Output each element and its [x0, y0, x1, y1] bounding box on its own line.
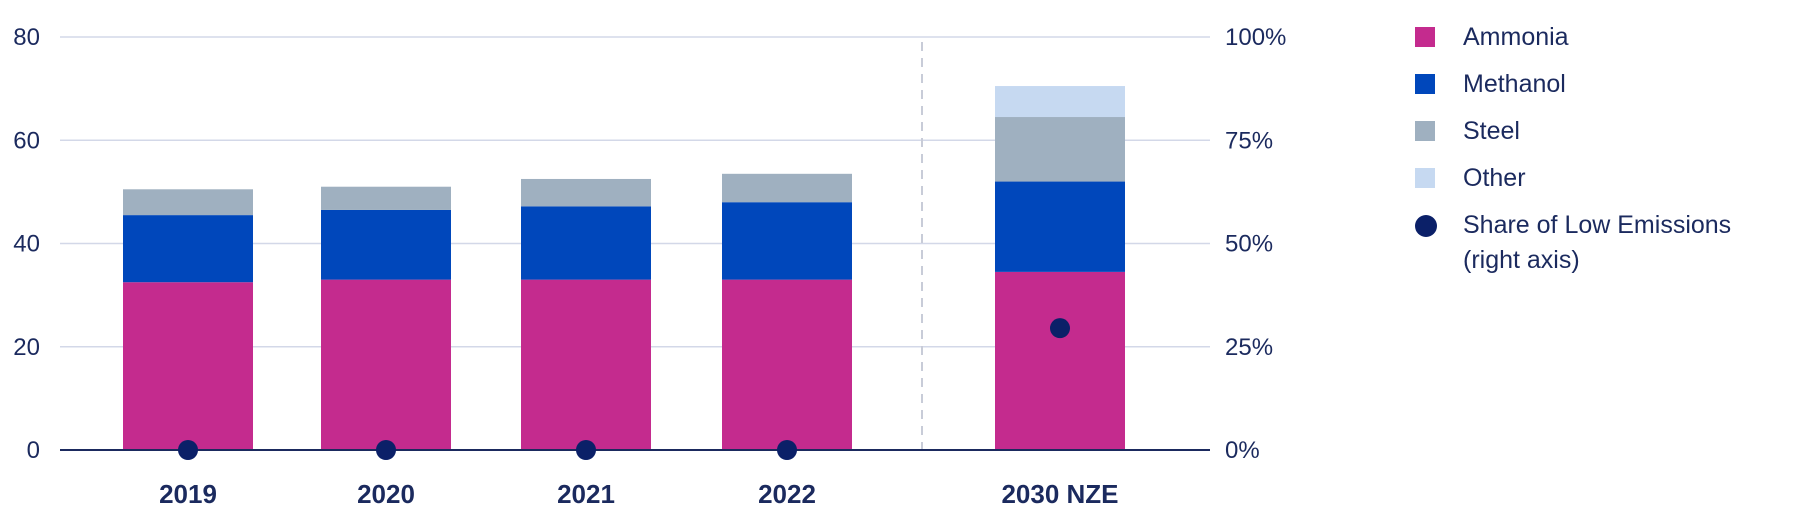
share-point [178, 440, 198, 460]
legend-swatch-steel [1415, 121, 1435, 141]
share-point [1050, 318, 1070, 339]
right-tick-label: 75% [1225, 127, 1273, 154]
category-labels: 2019 2020 2021 2022 2030 NZE [159, 479, 1118, 509]
left-tick-label: 80 [13, 24, 40, 51]
legend-item-share-low-emissions[interactable]: Share of Low Emissions (right axis) [1415, 208, 1795, 278]
bar-segment-ammonia [521, 279, 651, 450]
legend-swatch-share-low-emissions [1415, 215, 1437, 237]
right-tick-label: 100% [1225, 24, 1286, 51]
legend-item-steel[interactable]: Steel [1415, 114, 1795, 149]
bar-segment-methanol [321, 209, 451, 280]
bar-segment-other [995, 86, 1125, 118]
share-point [576, 440, 596, 460]
bar-segment-ammonia [722, 279, 852, 450]
legend: Ammonia Methanol Steel Other Share of Lo… [1415, 20, 1795, 290]
left-tick-label: 60 [13, 127, 40, 154]
category-label: 2022 [758, 479, 816, 509]
legend-item-ammonia[interactable]: Ammonia [1415, 20, 1795, 55]
bar-segment-steel [123, 189, 253, 216]
bar-segment-ammonia [123, 282, 253, 450]
bar-segment-ammonia [995, 271, 1125, 450]
right-tick-label: 50% [1225, 231, 1273, 258]
bar-segment-methanol [722, 202, 852, 280]
bar-segment-steel [521, 178, 651, 207]
legend-swatch-methanol [1415, 74, 1435, 94]
legend-item-other[interactable]: Other [1415, 161, 1795, 196]
bar-segment-steel [995, 117, 1125, 182]
bar-segment-steel [722, 173, 852, 203]
bar-segment-methanol [521, 206, 651, 280]
category-label: 2021 [557, 479, 615, 509]
left-tick-label: 20 [13, 334, 40, 361]
left-axis-ticks: 0 20 40 60 80 [13, 24, 40, 464]
left-tick-label: 0 [27, 437, 40, 464]
bar-segment-methanol [995, 181, 1125, 272]
legend-label-other: Other [1463, 164, 1526, 192]
bar-segment-steel [321, 186, 451, 210]
legend-swatch-ammonia [1415, 27, 1435, 47]
legend-swatch-other [1415, 168, 1435, 188]
category-label: 2019 [159, 479, 217, 509]
category-label: 2020 [357, 479, 415, 509]
legend-label-methanol: Methanol [1463, 70, 1566, 98]
right-tick-label: 25% [1225, 334, 1273, 361]
bar-segment-ammonia [321, 279, 451, 450]
share-point [376, 440, 396, 460]
left-tick-label: 40 [13, 231, 40, 258]
legend-label-ammonia: Ammonia [1463, 23, 1569, 51]
legend-label-share-low-emissions: Share of Low Emissions (right axis) [1463, 211, 1732, 274]
share-points [178, 318, 1070, 460]
legend-item-methanol[interactable]: Methanol [1415, 67, 1795, 102]
bar-stacks [123, 86, 1125, 450]
bar-segment-methanol [123, 215, 253, 283]
right-axis-ticks: 0% 25% 50% 75% 100% [1225, 24, 1286, 464]
share-point [777, 440, 797, 460]
category-label: 2030 NZE [1001, 479, 1118, 509]
legend-label-steel: Steel [1463, 117, 1520, 145]
right-tick-label: 0% [1225, 437, 1260, 464]
